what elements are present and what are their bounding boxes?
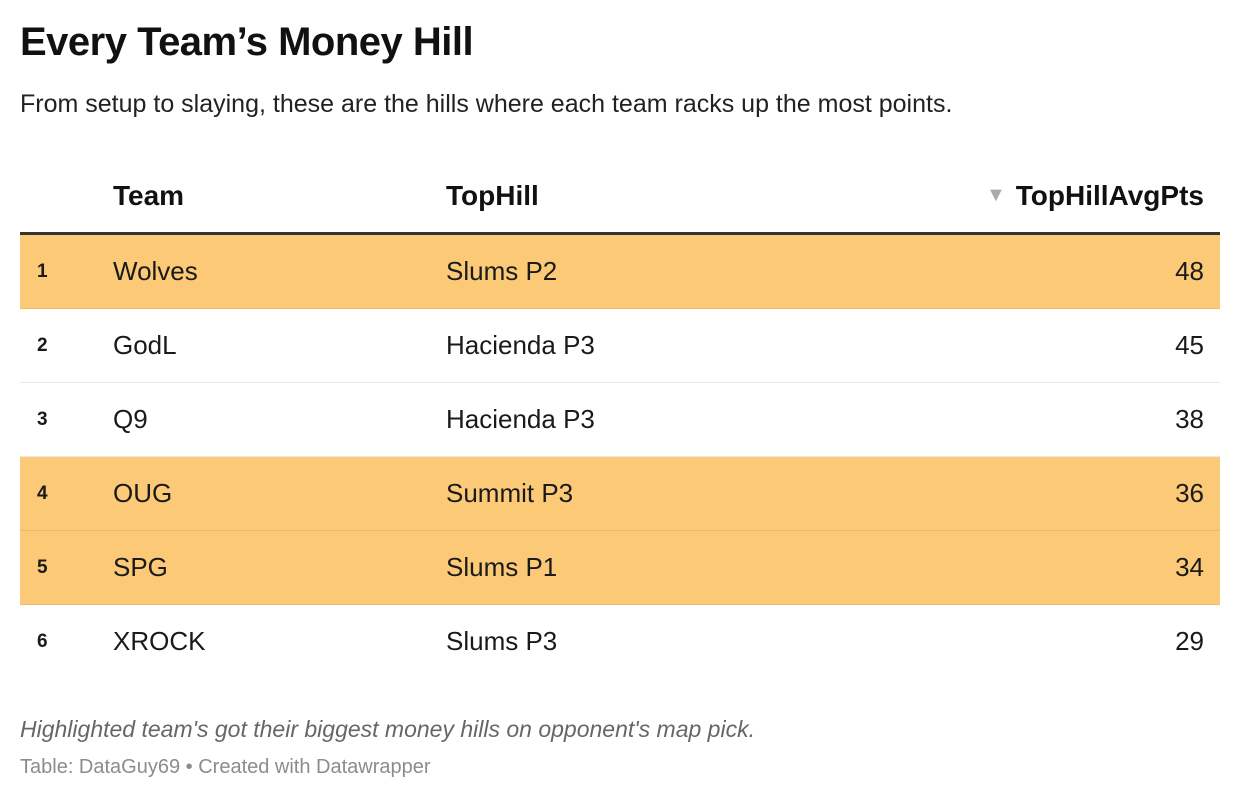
cell-top-hill: Hacienda P3 <box>446 308 866 383</box>
column-header-top-hill-avg-pts[interactable]: ▼ TopHillAvgPts <box>866 160 1220 235</box>
cell-avg-pts: 45 <box>866 308 1220 383</box>
column-header-top-hill[interactable]: TopHill <box>446 160 866 235</box>
cell-team: Wolves <box>113 233 446 309</box>
cell-team: GodL <box>113 308 446 383</box>
cell-avg-pts: 38 <box>866 382 1220 457</box>
column-header-label: TopHillAvgPts <box>1015 180 1204 211</box>
column-header-rank <box>20 160 113 235</box>
cell-avg-pts: 48 <box>866 233 1220 309</box>
cell-avg-pts: 34 <box>866 530 1220 605</box>
cell-rank: 3 <box>20 382 113 457</box>
table-body: 1 Wolves Slums P2 48 2 GodL Hacienda P3 45 3 Q9 Ha… <box>20 233 1220 679</box>
table-row: 2 GodL Hacienda P3 45 <box>20 308 1220 383</box>
chart-note: Highlighted team's got their biggest mon… <box>20 716 755 742</box>
cell-rank: 6 <box>37 630 48 652</box>
cell-avg-pts: 29 <box>1175 626 1204 656</box>
cell-team: XROCK <box>113 626 206 656</box>
data-table: Team TopHill ▼ TopHillAvgPts 1 Wolves Slums… <box>20 160 1220 678</box>
cell-rank: 4 <box>20 456 113 531</box>
cell-rank: 2 <box>20 308 113 383</box>
chart-subtitle: From setup to slaying, these are the hil… <box>20 90 953 118</box>
cell-team: Q9 <box>113 382 446 457</box>
table-header-row: Team TopHill ▼ TopHillAvgPts <box>20 160 1220 235</box>
column-header-team[interactable]: Team <box>113 160 446 235</box>
cell-top-hill: Slums P2 <box>446 233 866 309</box>
cell-top-hill: Slums P3 <box>446 626 558 656</box>
cell-avg-pts: 36 <box>866 456 1220 531</box>
table-row: 3 Q9 Hacienda P3 38 <box>20 382 1220 457</box>
table-row: 4 OUG Summit P3 36 <box>20 456 1220 531</box>
chart-source: Table: DataGuy69 • Created with Datawrap… <box>20 756 431 778</box>
cell-top-hill: Summit P3 <box>446 456 866 531</box>
sort-descending-triangle-icon[interactable]: ▼ <box>985 184 1006 207</box>
chart-title: Every Team’s Money Hill <box>20 20 474 64</box>
cell-team: OUG <box>113 456 446 531</box>
cell-team: SPG <box>113 530 446 605</box>
cell-rank: 5 <box>20 530 113 605</box>
table-row: 6 XROCK Slums P3 29 <box>20 605 1220 679</box>
cell-top-hill: Slums P1 <box>446 530 866 605</box>
cell-rank: 1 <box>20 233 113 309</box>
cell-top-hill: Hacienda P3 <box>446 382 866 457</box>
table-row: 1 Wolves Slums P2 48 <box>20 233 1220 309</box>
table-row: 5 SPG Slums P1 34 <box>20 530 1220 605</box>
